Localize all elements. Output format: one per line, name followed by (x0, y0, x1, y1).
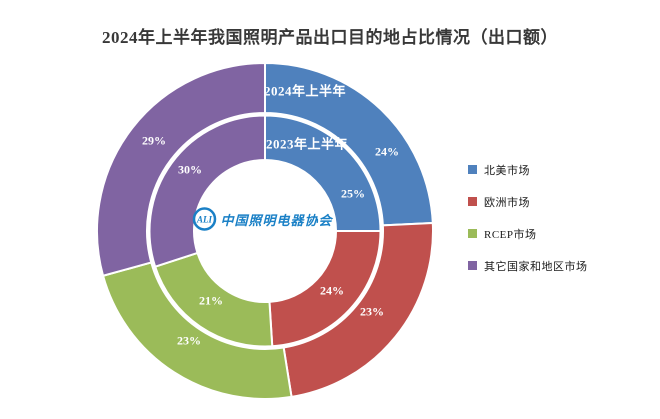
chart-legend: 北美市场欧洲市场 RCEP市场其它国家和地区市场 (468, 162, 588, 290)
donut-slice-inner-0 (264, 114, 382, 232)
legend-item-0: 北美市场 (468, 162, 588, 177)
cali-logo: ALI 中国照明电器协会 (191, 206, 332, 232)
legend-label-2: RCEP市场 (484, 228, 537, 241)
legend-swatch-1 (468, 197, 477, 206)
legend-item-2: RCEP市场 (468, 226, 588, 241)
ring-label-2024: 2024年上半年 (263, 83, 347, 99)
legend-item-1: 欧洲市场 (468, 194, 588, 209)
legend-swatch-2 (468, 229, 477, 238)
legend-swatch-3 (468, 261, 477, 270)
donut-slice-outer-3 (96, 62, 266, 277)
legend-label-3: 其它国家和地区市场 (484, 260, 588, 273)
legend-label-1: 欧洲市场 (484, 196, 530, 209)
cali-mark-icon: ALI (192, 207, 217, 231)
legend-swatch-0 (468, 165, 477, 174)
chart-title: 2024年上半年我国照明产品出口目的地占比情况（出口额） (102, 28, 558, 47)
cali-logo-name: 中国照明电器协会 (220, 212, 333, 228)
cali-mark-letters: ALI (196, 215, 213, 225)
ring-label-2023: 2023年上半年 (265, 136, 349, 152)
legend-label-0: 北美市场 (484, 164, 530, 177)
legend-item-3: 其它国家和地区市场 (468, 258, 588, 273)
